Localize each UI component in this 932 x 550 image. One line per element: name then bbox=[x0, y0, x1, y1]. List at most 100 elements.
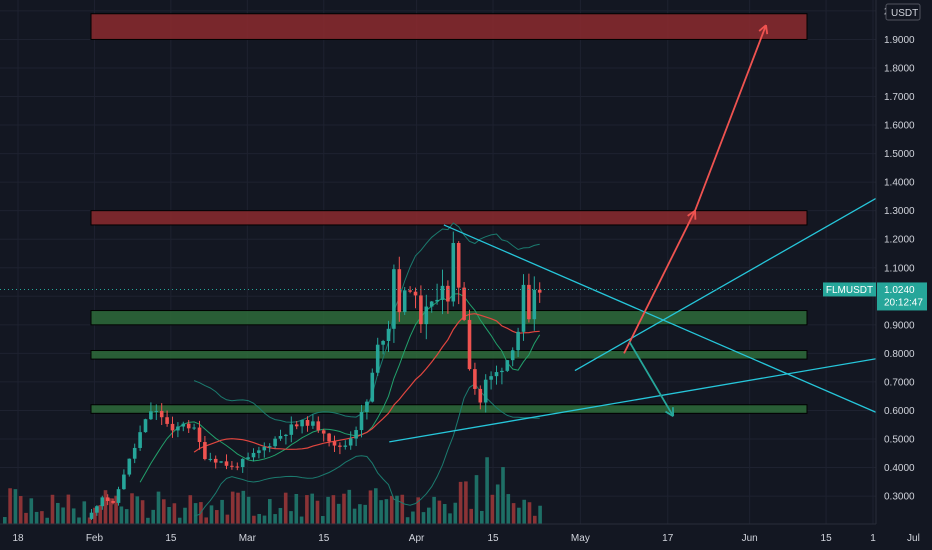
candle-body bbox=[392, 269, 396, 329]
candle-body bbox=[343, 445, 348, 447]
volume-bar bbox=[416, 497, 420, 524]
volume-bar bbox=[442, 504, 447, 524]
candle-body bbox=[510, 350, 515, 361]
candle-body bbox=[143, 419, 148, 433]
volume-bar bbox=[236, 492, 240, 524]
candle-body bbox=[95, 506, 99, 513]
time-tick-label: 15 bbox=[318, 533, 330, 544]
candle-body bbox=[489, 376, 493, 380]
trendline[interactable] bbox=[443, 224, 925, 434]
volume-bar bbox=[114, 495, 118, 524]
trendline[interactable] bbox=[389, 349, 925, 443]
support-zone[interactable] bbox=[90, 350, 808, 360]
volume-bar bbox=[315, 500, 320, 524]
candle-body bbox=[176, 426, 180, 431]
drawings[interactable] bbox=[389, 24, 925, 443]
candle-body bbox=[165, 417, 169, 424]
grid bbox=[0, 0, 914, 524]
projection-arrow[interactable] bbox=[694, 24, 767, 212]
arrow-head bbox=[665, 410, 674, 417]
candle-body bbox=[278, 435, 283, 439]
candle-body bbox=[381, 341, 385, 345]
support-zone[interactable] bbox=[90, 310, 808, 326]
volume-bar bbox=[220, 499, 224, 524]
volume-bar bbox=[363, 504, 367, 524]
candle-body bbox=[327, 433, 331, 442]
candle-body bbox=[467, 319, 472, 370]
time-tick-label: Mar bbox=[239, 533, 257, 544]
ma-fast-line bbox=[139, 293, 541, 483]
candle-body bbox=[440, 285, 445, 300]
time-tick-label: Feb bbox=[86, 533, 104, 544]
volume-bar bbox=[458, 481, 463, 524]
candle-body bbox=[359, 411, 364, 431]
candle-body bbox=[262, 446, 267, 451]
time-tick-label: 18 bbox=[12, 533, 24, 544]
volume-bars bbox=[3, 457, 542, 524]
candle-body bbox=[516, 331, 520, 351]
resistance-zone[interactable] bbox=[90, 13, 808, 40]
candle-body bbox=[240, 458, 245, 468]
projection-arrow[interactable] bbox=[628, 341, 674, 417]
price-axis[interactable] bbox=[876, 0, 932, 524]
last-price-tag[interactable] bbox=[877, 282, 927, 311]
symbol-tag[interactable] bbox=[823, 282, 876, 297]
volume-bar bbox=[464, 481, 468, 524]
candle-body bbox=[208, 458, 213, 460]
volume-bar bbox=[87, 517, 92, 524]
candle-body bbox=[100, 497, 105, 507]
arrow-head bbox=[765, 25, 769, 35]
volume-bar bbox=[336, 503, 341, 524]
volume-bar bbox=[66, 494, 71, 524]
volume-bar bbox=[358, 504, 362, 524]
candle-body bbox=[122, 474, 126, 490]
trendline[interactable] bbox=[574, 170, 925, 372]
candle-body bbox=[527, 284, 531, 320]
volume-bar bbox=[347, 489, 352, 524]
candle-body bbox=[521, 284, 526, 332]
volume-bar bbox=[61, 507, 65, 524]
candle-body bbox=[505, 360, 510, 371]
arrow-head bbox=[687, 209, 696, 217]
volume-bar bbox=[326, 496, 330, 524]
volume-bar bbox=[294, 493, 299, 524]
candle-body bbox=[321, 430, 326, 434]
volume-bar bbox=[246, 496, 251, 524]
volume-bar bbox=[188, 495, 193, 524]
price-tick-label: 1.7000 bbox=[884, 92, 915, 103]
time-axis[interactable] bbox=[0, 524, 932, 550]
candle-body bbox=[473, 369, 477, 389]
volume-bar bbox=[82, 501, 87, 524]
resistance-zone[interactable] bbox=[90, 210, 808, 226]
projection-arrow[interactable] bbox=[623, 210, 696, 354]
volume-bar bbox=[469, 508, 473, 524]
candle-body bbox=[413, 291, 418, 296]
candle-body bbox=[111, 501, 115, 503]
time-tick-label: 17 bbox=[662, 533, 674, 544]
volume-bar bbox=[474, 475, 479, 524]
volume-bar bbox=[389, 495, 394, 524]
candle-body bbox=[386, 328, 391, 342]
support-zone[interactable] bbox=[90, 404, 808, 414]
volume-bar bbox=[533, 515, 537, 524]
volume-bar bbox=[490, 494, 495, 524]
volume-bar bbox=[135, 496, 140, 524]
indicator-lines bbox=[139, 222, 541, 517]
volume-bar bbox=[252, 515, 256, 524]
volume-bar bbox=[506, 494, 511, 524]
volume-bar bbox=[262, 515, 267, 524]
currency-badge[interactable] bbox=[885, 3, 921, 21]
volume-bar bbox=[511, 503, 516, 524]
candle-body bbox=[365, 401, 369, 412]
candle-body bbox=[435, 299, 439, 302]
volume-bar bbox=[77, 517, 81, 524]
zones bbox=[90, 13, 808, 414]
candle-body bbox=[446, 285, 450, 302]
candle-body bbox=[338, 445, 342, 447]
candle-body bbox=[332, 441, 337, 446]
volume-bar bbox=[379, 500, 383, 524]
price-tick-label: 1.6000 bbox=[884, 121, 915, 132]
volume-bar bbox=[225, 514, 230, 524]
